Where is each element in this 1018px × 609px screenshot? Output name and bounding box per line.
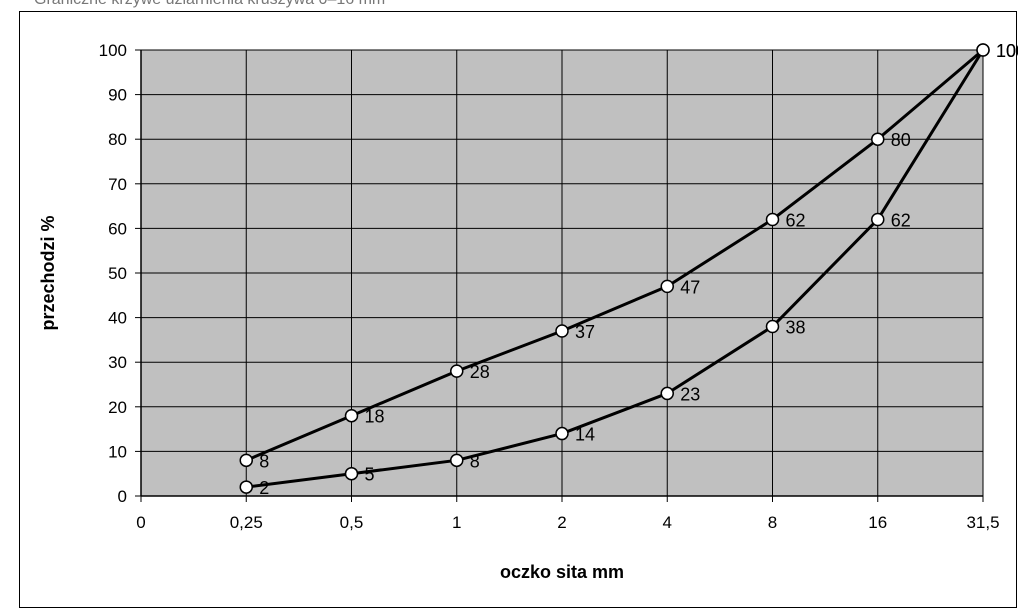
y-axis-title: przechodzi % — [38, 215, 58, 330]
data-point — [660, 279, 674, 294]
data-point — [871, 132, 885, 146]
x-axis-title: oczko sita mm — [500, 562, 624, 582]
data-point — [450, 453, 464, 468]
chart-frame — [19, 11, 1017, 608]
data-label: 62 — [891, 210, 911, 230]
data-point — [344, 408, 359, 423]
chart-caption: Graniczne krzywe uziarnienia kruszywa 0–… — [34, 0, 385, 9]
x-tick-label: 8 — [768, 513, 777, 532]
x-tick-label: 16 — [868, 513, 887, 532]
data-point — [765, 319, 780, 334]
x-tick-label: 1 — [452, 513, 461, 532]
data-label: 23 — [680, 384, 700, 404]
series-line-1 — [245, 48, 984, 462]
data-label: 80 — [891, 130, 911, 150]
data-label: 2 — [259, 478, 269, 498]
y-tick-label: 40 — [108, 309, 127, 328]
series-line-2 — [246, 49, 985, 489]
data-label: 38 — [786, 318, 806, 338]
data-label: 28 — [470, 362, 490, 382]
y-tick-label: 60 — [108, 219, 127, 238]
data-point — [976, 43, 990, 57]
x-tick-label: 0,25 — [230, 513, 263, 532]
y-tick-label: 30 — [108, 353, 127, 372]
y-tick-label: 90 — [108, 86, 127, 105]
data-point — [765, 212, 780, 227]
data-label: 100 — [996, 41, 1018, 61]
data-point — [660, 386, 674, 401]
y-tick-label: 0 — [118, 487, 127, 506]
data-point — [871, 212, 885, 227]
y-tick-label: 100 — [99, 41, 127, 60]
x-tick-label: 4 — [663, 513, 672, 532]
data-point — [239, 453, 253, 468]
x-tick-label: 2 — [557, 513, 566, 532]
y-tick-label: 10 — [108, 442, 127, 461]
x-tick-label: 31,5 — [966, 513, 999, 532]
data-label: 8 — [470, 451, 480, 471]
y-tick-label: 70 — [108, 175, 127, 194]
y-tick-label: 80 — [108, 130, 127, 149]
data-point — [450, 364, 464, 378]
x-tick-label: 0,5 — [340, 513, 364, 532]
data-point — [344, 466, 359, 481]
data-label: 100 — [996, 41, 1018, 61]
series-group: 818283747628010025814233862100 — [239, 41, 1018, 498]
data-label: 47 — [680, 277, 700, 297]
y-tick-label: 20 — [108, 398, 127, 417]
x-tick-label: 0 — [136, 513, 145, 532]
data-label: 18 — [365, 407, 385, 427]
data-point — [555, 426, 569, 441]
axes — [135, 49, 984, 502]
data-label: 14 — [575, 425, 595, 445]
y-tick-labels: 0 10 20 30 40 50 60 70 80 90 100 — [99, 41, 127, 506]
data-label: 5 — [365, 465, 375, 485]
data-label: 37 — [575, 322, 595, 342]
data-point — [555, 324, 569, 338]
data-label: 8 — [259, 451, 269, 471]
data-label: 62 — [786, 210, 806, 230]
y-tick-label: 50 — [108, 264, 127, 283]
data-point — [239, 480, 253, 494]
x-tick-labels: 0 0,25 0,5 1 2 4 8 16 31,5 — [136, 513, 999, 532]
